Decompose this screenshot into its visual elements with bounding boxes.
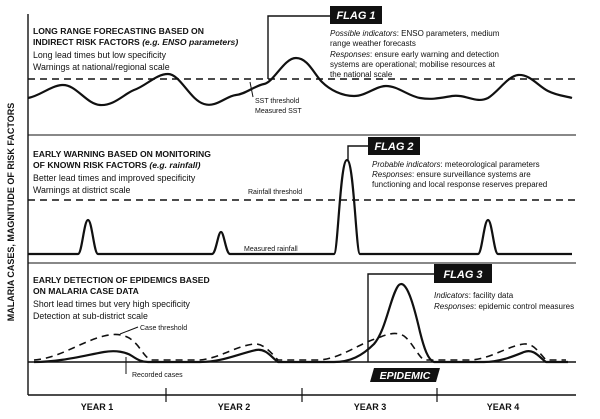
- panel1-text-line1: Long lead times but low specificity: [33, 50, 167, 60]
- flag3-box: [434, 264, 492, 283]
- epidemic-label: EPIDEMIC: [380, 370, 431, 382]
- year-4-label: YEAR 4: [487, 402, 520, 412]
- svg-text:Probable indicators: meteorolo: Probable indicators: meteorological para…: [372, 160, 540, 169]
- panel3-text-line2: Detection at sub-district scale: [33, 311, 148, 321]
- panel2-text-line1: Better lead times and improved specifici…: [33, 173, 196, 183]
- measured-rainfall-label: Measured rainfall: [244, 246, 298, 253]
- measured-rainfall-curve: [28, 158, 572, 256]
- flag1-stem: [267, 15, 330, 79]
- panel3-heading-line1: EARLY DETECTION OF EPIDEMICS BASED: [33, 275, 210, 285]
- panel1-indicators-text1: : ENSO parameters, medium: [397, 29, 500, 38]
- panel2-indicators-text1: : meteorological parameters: [440, 160, 539, 169]
- year-2-label: YEAR 2: [218, 402, 251, 412]
- panel2-heading-example: (e.g. rainfall): [149, 160, 200, 170]
- panel1-indicators-text2: range weather forecasts: [330, 39, 416, 48]
- sst-threshold-pointer: [249, 81, 254, 98]
- flag1-label: FLAG 1: [336, 10, 375, 22]
- year-1-label: YEAR 1: [81, 402, 114, 412]
- panel2-heading-line2a: OF KNOWN RISK FACTORS: [33, 160, 149, 170]
- measured-sst-label: Measured SST: [255, 108, 302, 115]
- flag3-stem: [367, 273, 434, 362]
- svg-text:Indicators: facility data: Indicators: facility data: [434, 291, 514, 300]
- panel3-indicators-label: Indicators: [434, 291, 469, 300]
- flag1-box: [330, 6, 382, 24]
- panel1-heading-line1: LONG RANGE FORECASTING BASED ON: [33, 26, 204, 36]
- case-threshold-pointer: [119, 326, 139, 335]
- panel2-responses-text1: : ensure surveillance systems are: [412, 170, 531, 179]
- panel2-heading-line1: EARLY WARNING BASED ON MONITORING: [33, 149, 211, 159]
- panel1-responses-label: Responses: [330, 50, 370, 59]
- y-axis-label: MALARIA CASES, MAGNITUDE OF RISK FACTORS: [6, 103, 16, 322]
- sst-threshold-label: SST threshold: [255, 98, 299, 105]
- panel1-heading-line2a: INDIRECT RISK FACTORS: [33, 37, 142, 47]
- year-3-label: YEAR 3: [354, 402, 387, 412]
- panel1-responses-text2: systems are operational; mobilise resour…: [330, 60, 496, 69]
- svg-text:Possible indicators: ENSO para: Possible indicators: ENSO parameters, me…: [330, 29, 500, 38]
- panel2-text-line2: Warnings at district scale: [33, 185, 131, 195]
- panel2-responses-text2: functioning and local response reserves …: [372, 180, 547, 189]
- panel-long-range-forecasting: LONG RANGE FORECASTING BASED ON INDIRECT…: [27, 6, 576, 115]
- panel3-text-line1: Short lead times but very high specifici…: [33, 299, 191, 309]
- svg-text:INDIRECT RISK FACTORS (e.g. EN: INDIRECT RISK FACTORS (e.g. ENSO paramet…: [33, 37, 238, 47]
- recorded-cases-label: Recorded cases: [132, 372, 183, 379]
- panel3-responses-label: Responses: [434, 302, 474, 311]
- panel1-responses-text1: : ensure early warning and detection: [370, 50, 499, 59]
- panel2-indicators-label: Probable indicators: [372, 160, 440, 169]
- panel-early-warning: EARLY WARNING BASED ON MONITORING OF KNO…: [28, 137, 576, 256]
- panel1-indicators-label: Possible indicators: [330, 29, 397, 38]
- case-threshold-curve: [33, 332, 566, 361]
- case-threshold-label: Case threshold: [140, 325, 187, 332]
- svg-text:Responses: ensure early warnin: Responses: ensure early warning and dete…: [330, 50, 499, 59]
- panel1-responses-text3: the national scale: [330, 70, 393, 79]
- panel1-heading-example: (e.g. ENSO parameters): [142, 37, 238, 47]
- rainfall-threshold-label: Rainfall threshold: [248, 189, 302, 196]
- epidemic-banner: [370, 368, 440, 382]
- flag2-stem: [347, 145, 368, 160]
- svg-text:Responses: epidemic control me: Responses: epidemic control measures: [434, 302, 574, 311]
- svg-text:OF KNOWN RISK FACTORS (e.g. ra: OF KNOWN RISK FACTORS (e.g. rainfall): [33, 160, 201, 170]
- panel1-text-line2: Warnings at national/regional scale: [33, 62, 170, 72]
- measured-sst-curve: [27, 56, 573, 107]
- recorded-cases-curve: [33, 282, 568, 364]
- flag2-box: [368, 137, 420, 155]
- flag3-label: FLAG 3: [443, 269, 482, 281]
- flag2-label: FLAG 2: [374, 141, 413, 153]
- panel-early-detection: EARLY DETECTION OF EPIDEMICS BASED ON MA…: [28, 264, 576, 382]
- panel2-responses-label: Responses: [372, 170, 412, 179]
- panel3-heading-line2: ON MALARIA CASE DATA: [33, 286, 139, 296]
- panel3-indicators-text1: : facility data: [469, 291, 514, 300]
- panel3-responses-text1: : epidemic control measures: [474, 302, 574, 311]
- svg-text:Responses: ensure surveillance: Responses: ensure surveillance systems a…: [372, 170, 531, 179]
